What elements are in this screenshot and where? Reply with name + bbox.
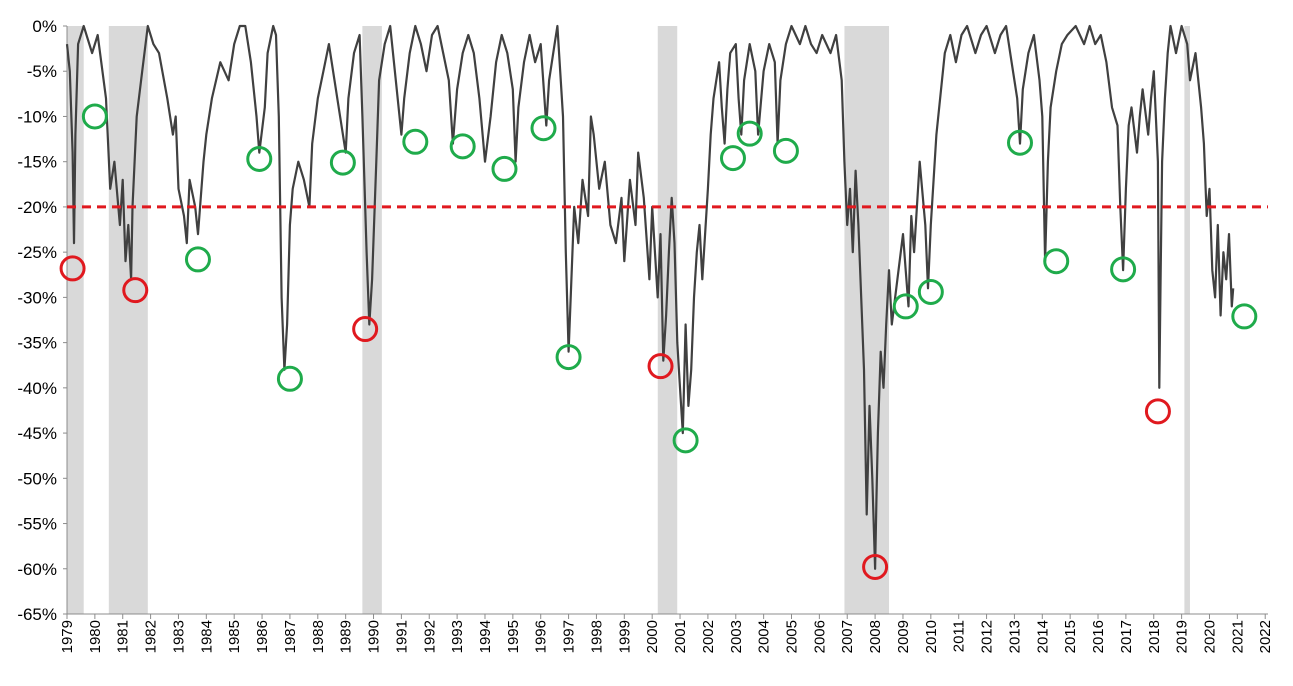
recession-band xyxy=(1184,26,1190,614)
bear-market-marker xyxy=(1146,400,1169,423)
x-tick-label: 1999 xyxy=(616,620,633,653)
x-tick-label: 2002 xyxy=(700,620,717,653)
recession-band xyxy=(658,26,678,614)
x-tick-label: 1995 xyxy=(505,620,522,653)
x-tick-label: 1990 xyxy=(366,620,383,653)
x-tick-label: 1984 xyxy=(198,620,215,653)
correction-marker xyxy=(186,248,209,271)
y-tick-label: -15% xyxy=(17,153,57,172)
x-tick-label: 2016 xyxy=(1090,620,1107,653)
y-tick-label: -25% xyxy=(17,243,57,262)
y-tick-label: -55% xyxy=(17,515,57,534)
drawdown-chart: 0% -5% -10% -15% -20% -25% -30% -35% -40% -45% -50… xyxy=(0,0,1293,686)
x-tick-label: 1993 xyxy=(449,620,466,653)
x-tick-label: 2013 xyxy=(1006,620,1023,653)
x-tick-label: 2005 xyxy=(784,620,801,653)
correction-marker xyxy=(83,105,106,128)
x-tick-label: 1979 xyxy=(59,620,76,653)
y-tick-label: -45% xyxy=(17,424,57,443)
x-tick-label: 2010 xyxy=(923,620,940,653)
drawdown-line xyxy=(67,26,1233,569)
x-axis-labels: 1979 1980 1981 1982 1983 1984 1985 1986 1987 1988… xyxy=(59,614,1274,653)
y-axis-labels: 0% -5% -10% -15% -20% -25% -30% -35% -40% -45% -50… xyxy=(17,17,67,624)
correction-marker xyxy=(1233,305,1256,328)
x-tick-label: 1987 xyxy=(282,620,299,653)
correction-marker xyxy=(331,151,354,174)
x-tick-label: 2004 xyxy=(756,620,773,653)
x-tick-label: 1998 xyxy=(588,620,605,653)
x-tick-label: 1989 xyxy=(338,620,355,653)
x-tick-label: 1983 xyxy=(171,620,188,653)
y-tick-label: -20% xyxy=(17,198,57,217)
x-tick-label: 2018 xyxy=(1146,620,1163,653)
y-tick-label: -5% xyxy=(27,62,57,81)
x-tick-label: 1985 xyxy=(226,620,243,653)
y-tick-label: -35% xyxy=(17,334,57,353)
x-tick-label: 2012 xyxy=(979,620,996,653)
x-tick-label: 2003 xyxy=(728,620,745,653)
correction-marker xyxy=(278,367,301,390)
y-tick-label: -50% xyxy=(17,469,57,488)
x-tick-label: 1991 xyxy=(393,620,410,653)
x-tick-label: 2001 xyxy=(672,620,689,653)
drawdown-series xyxy=(67,26,1233,569)
x-tick-label: 1986 xyxy=(254,620,271,653)
correction-marker xyxy=(1045,250,1068,273)
x-tick-label: 1997 xyxy=(561,620,578,653)
x-tick-label: 1981 xyxy=(115,620,132,653)
correction-marker xyxy=(919,280,942,303)
recession-band xyxy=(844,26,889,614)
x-tick-label: 2014 xyxy=(1034,620,1051,653)
x-tick-label: 2022 xyxy=(1257,620,1274,653)
correction-marker xyxy=(493,157,516,180)
recession-band xyxy=(109,26,148,614)
correction-marker xyxy=(404,130,427,153)
correction-marker xyxy=(721,147,744,170)
y-tick-label: -65% xyxy=(17,605,57,624)
y-tick-label: -60% xyxy=(17,560,57,579)
x-tick-label: 2019 xyxy=(1174,620,1191,653)
x-tick-label: 2017 xyxy=(1118,620,1135,653)
y-tick-label: 0% xyxy=(32,17,57,36)
y-tick-label: -30% xyxy=(17,288,57,307)
x-tick-label: 1982 xyxy=(143,620,160,653)
x-tick-label: 2020 xyxy=(1202,620,1219,653)
x-tick-label: 2000 xyxy=(644,620,661,653)
x-tick-label: 1996 xyxy=(533,620,550,653)
x-tick-label: 1992 xyxy=(421,620,438,653)
correction-marker xyxy=(674,429,697,452)
x-tick-label: 2015 xyxy=(1062,620,1079,653)
x-tick-label: 2006 xyxy=(811,620,828,653)
x-tick-label: 2021 xyxy=(1229,620,1246,653)
x-tick-label: 2008 xyxy=(867,620,884,653)
x-tick-label: 1980 xyxy=(87,620,104,653)
y-tick-label: -40% xyxy=(17,379,57,398)
y-tick-label: -10% xyxy=(17,107,57,126)
x-tick-label: 1988 xyxy=(310,620,327,653)
correction-marker xyxy=(532,117,555,140)
correction-marker xyxy=(774,139,797,162)
x-tick-label: 2009 xyxy=(895,620,912,653)
correction-marker xyxy=(894,295,917,318)
x-tick-label: 1994 xyxy=(477,620,494,653)
x-tick-label: 2011 xyxy=(951,620,968,652)
correction-marker xyxy=(451,135,474,158)
x-tick-label: 2007 xyxy=(839,620,856,653)
